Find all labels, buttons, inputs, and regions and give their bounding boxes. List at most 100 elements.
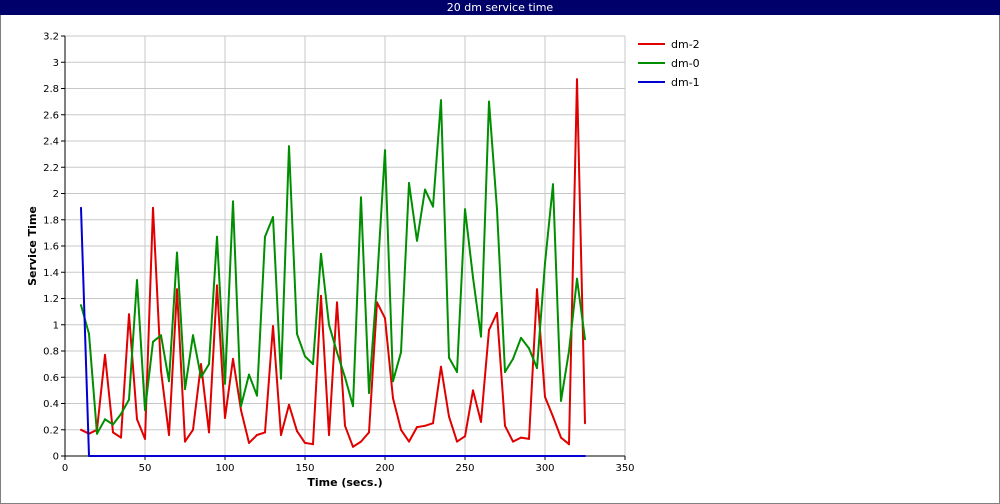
data-point-dm-2: [496, 311, 498, 314]
series-line-dm-0: [80, 99, 586, 435]
data-point-dm-2: [320, 294, 322, 297]
data-point-dm-2: [576, 78, 578, 81]
data-point-dm-0: [480, 335, 482, 338]
data-point-dm-2: [144, 437, 146, 440]
data-point-dm-0: [352, 405, 354, 408]
x-tick-label: 0: [62, 463, 68, 474]
data-point-dm-0: [208, 363, 210, 366]
data-point-dm-2: [584, 422, 586, 425]
data-point-dm-0: [96, 432, 98, 435]
data-point-dm-0: [112, 423, 114, 426]
data-point-dm-2: [216, 284, 218, 287]
data-point-dm-2: [392, 397, 394, 400]
data-point-dm-0: [424, 188, 426, 191]
data-point-dm-2: [256, 434, 258, 436]
y-tick-label: 1: [53, 320, 59, 331]
data-point-dm-2: [328, 434, 330, 436]
data-point-dm-2: [528, 437, 530, 440]
data-point-dm-2: [264, 431, 266, 434]
data-point-dm-2: [152, 206, 154, 209]
data-point-dm-0: [240, 405, 242, 408]
data-point-dm-2: [240, 409, 242, 412]
data-point-dm-0: [88, 332, 90, 335]
data-point-dm-0: [192, 334, 194, 337]
data-point-dm-0: [520, 336, 522, 339]
data-point-dm-2: [544, 395, 546, 398]
x-tick-label: 350: [615, 463, 634, 474]
data-point-dm-2: [384, 317, 386, 320]
y-tick-label: 3.2: [43, 32, 59, 43]
data-point-dm-0: [328, 323, 330, 326]
data-point-dm-0: [296, 332, 298, 335]
data-point-dm-0: [288, 145, 290, 148]
data-point-dm-0: [360, 196, 362, 199]
data-point-dm-2: [224, 416, 226, 419]
data-point-dm-2: [184, 440, 186, 443]
data-point-dm-0: [472, 276, 474, 279]
x-axis-label: Time (secs.): [307, 476, 382, 489]
data-point-dm-0: [400, 351, 402, 354]
data-point-dm-2: [208, 431, 210, 434]
data-point-dm-2: [360, 440, 362, 443]
y-tick-label: 2: [53, 189, 59, 200]
y-tick-label: 0.8: [43, 347, 59, 358]
data-point-dm-0: [512, 357, 514, 360]
data-point-dm-2: [112, 431, 114, 434]
data-point-dm-2: [272, 325, 274, 328]
y-tick-label: 2.8: [43, 84, 59, 95]
data-point-dm-1: [80, 206, 82, 209]
data-point-dm-0: [568, 350, 570, 352]
data-point-dm-2: [352, 445, 354, 448]
data-point-dm-0: [376, 281, 378, 284]
data-point-dm-2: [456, 440, 458, 443]
data-point-dm-2: [472, 389, 474, 392]
data-point-dm-1: [384, 455, 386, 457]
data-point-dm-0: [368, 392, 370, 394]
data-point-dm-2: [344, 424, 346, 427]
data-point-dm-0: [464, 208, 466, 211]
data-point-dm-0: [528, 347, 530, 350]
y-tick-label: 1.2: [43, 294, 59, 305]
data-point-dm-0: [488, 100, 490, 103]
data-point-dm-0: [312, 363, 314, 366]
data-point-dm-2: [248, 441, 250, 444]
data-point-dm-2: [280, 434, 282, 436]
data-point-dm-0: [496, 208, 498, 211]
y-tick-labels: 0 0.2 0.4 0.6 0.8 1 1.2 1.4 1.6 1.8 2 2.2 2.4 2.6 2.8 3…: [43, 32, 59, 463]
data-point-dm-2: [480, 420, 482, 423]
y-tick-label: 0: [53, 452, 59, 463]
data-point-dm-2: [296, 430, 298, 433]
data-point-dm-0: [448, 356, 450, 359]
data-point-dm-0: [168, 380, 170, 383]
data-point-dm-0: [80, 304, 82, 307]
data-point-dm-2: [80, 428, 82, 431]
data-point-dm-2: [520, 436, 522, 439]
data-point-dm-0: [120, 413, 122, 415]
data-point-dm-1: [104, 455, 106, 457]
data-point-dm-0: [536, 367, 538, 370]
data-point-dm-0: [552, 183, 554, 186]
data-point-dm-0: [104, 418, 106, 421]
data-point-dm-0: [136, 279, 138, 282]
data-point-dm-0: [584, 338, 586, 341]
data-point-dm-0: [152, 340, 154, 343]
y-tick-label: 2.6: [43, 110, 59, 121]
x-tick-label: 300: [535, 463, 554, 474]
data-point-dm-0: [440, 99, 442, 102]
y-tick-label: 0.4: [43, 399, 59, 410]
data-point-dm-1: [88, 455, 90, 457]
legend-label-dm-0: dm-0: [671, 57, 700, 70]
data-point-dm-0: [248, 373, 250, 376]
y-tick-label: 3: [53, 58, 59, 69]
data-point-dm-2: [552, 415, 554, 418]
data-point-dm-2: [440, 365, 442, 368]
x-tick-label: 50: [139, 463, 152, 474]
data-point-dm-2: [200, 363, 202, 366]
data-point-dm-0: [576, 277, 578, 280]
y-tick-label: 2.2: [43, 163, 59, 174]
y-tick-label: 1.6: [43, 242, 59, 253]
data-point-dm-1: [144, 455, 146, 457]
data-point-dm-0: [432, 205, 434, 208]
data-point-dm-0: [280, 377, 282, 380]
data-point-dm-2: [128, 313, 130, 316]
